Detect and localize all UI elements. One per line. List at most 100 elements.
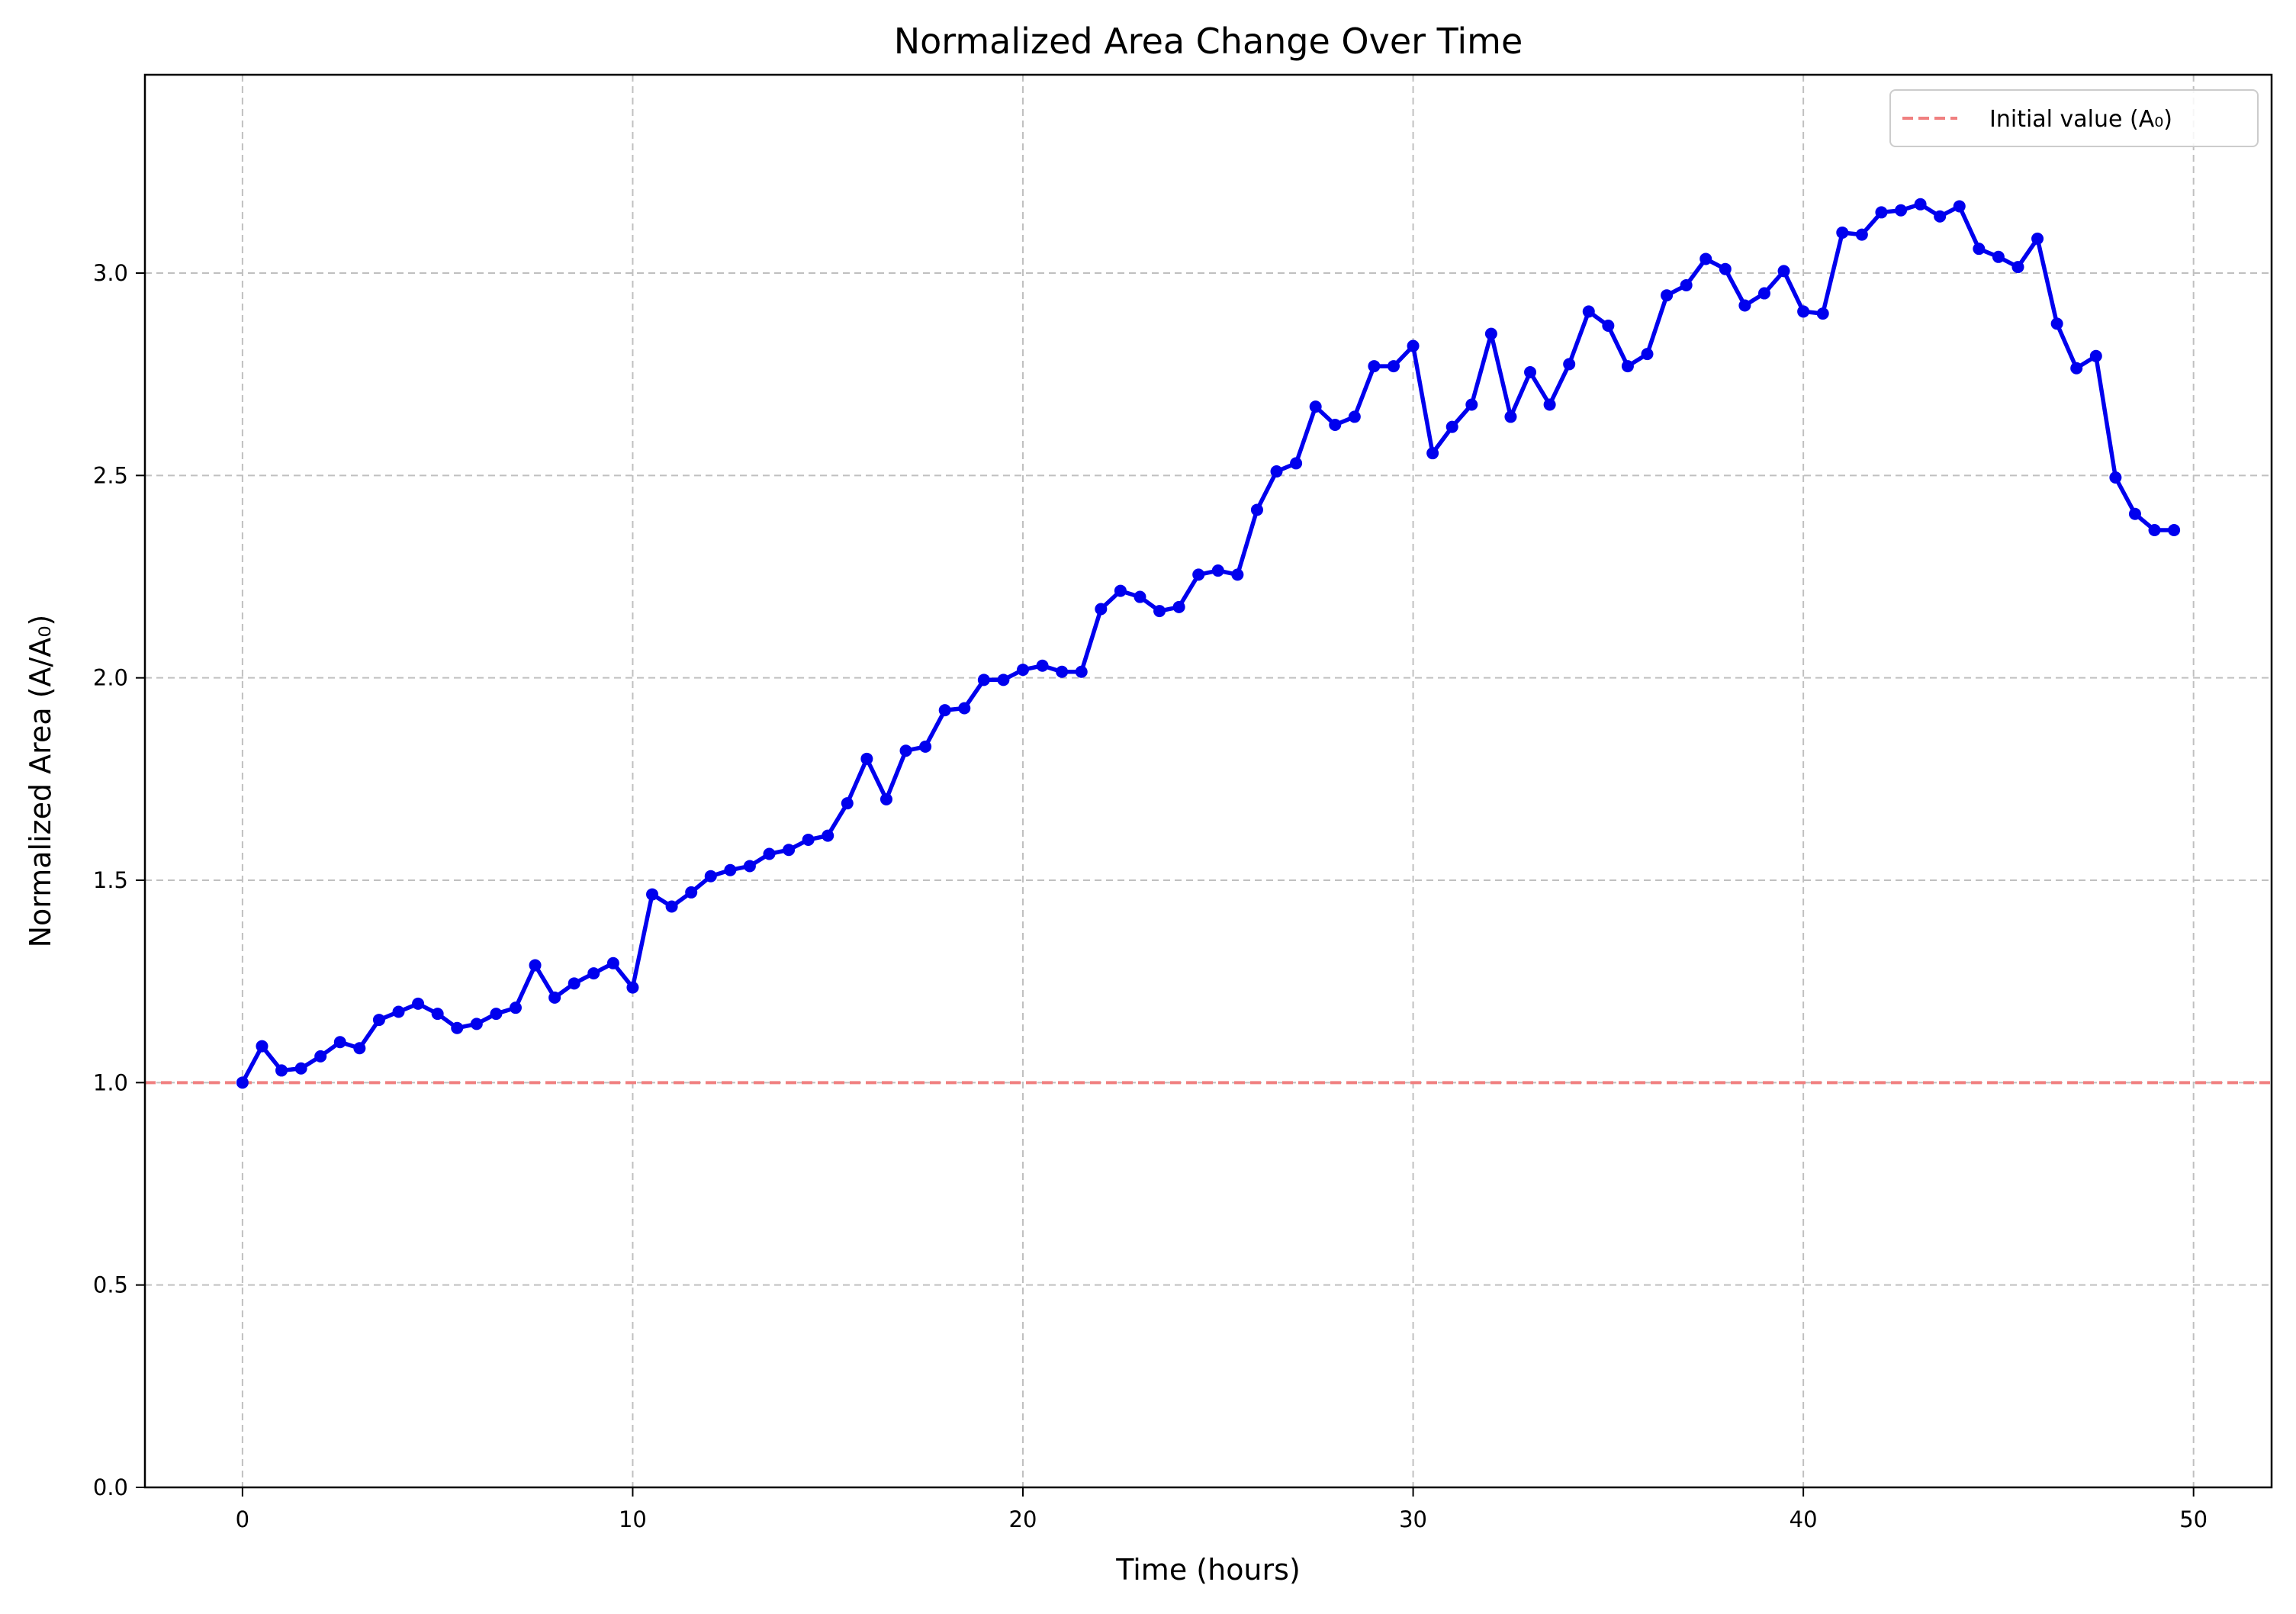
legend-box <box>1889 89 2259 147</box>
data-point <box>841 797 854 810</box>
data-point <box>1797 305 1810 318</box>
data-point <box>1368 360 1381 373</box>
data-point <box>1953 200 1966 213</box>
data-point <box>353 1042 366 1055</box>
data-point <box>860 752 873 765</box>
data-point <box>1329 419 1342 432</box>
data-point <box>490 1008 503 1021</box>
data-point <box>1056 665 1069 678</box>
y-tick-label: 0.0 <box>93 1474 128 1500</box>
data-point <box>294 1062 307 1075</box>
data-point <box>1290 457 1303 470</box>
data-point <box>372 1014 385 1027</box>
data-point <box>2128 507 2141 520</box>
data-point <box>333 1036 346 1049</box>
y-tick-label: 1.0 <box>93 1069 128 1095</box>
data-point <box>2070 362 2083 375</box>
x-tick-label: 30 <box>1399 1506 1427 1532</box>
data-point <box>879 793 892 805</box>
y-tick-label: 1.5 <box>93 867 128 893</box>
y-tick-label: 2.0 <box>93 665 128 691</box>
data-point <box>1563 358 1576 371</box>
data-point <box>1270 465 1283 478</box>
data-point <box>1445 420 1458 433</box>
data-point <box>1895 204 1908 217</box>
data-point <box>606 957 619 969</box>
data-point <box>1992 250 2005 263</box>
data-point <box>1699 252 1712 265</box>
data-point <box>314 1050 327 1063</box>
data-point <box>1641 348 1654 361</box>
series-layer <box>236 198 2181 1089</box>
data-point <box>1250 503 1263 516</box>
data-point <box>1973 243 1986 256</box>
data-point <box>1211 564 1224 577</box>
data-point <box>392 1005 405 1018</box>
legend-entry-label: Initial value (A₀) <box>1989 106 2172 133</box>
data-point <box>1426 447 1439 460</box>
data-point <box>763 847 776 860</box>
data-point <box>1757 287 1770 300</box>
data-point <box>1075 665 1088 678</box>
data-point <box>685 886 698 899</box>
plot-frame <box>143 73 2273 1489</box>
data-point <box>1836 226 1849 239</box>
data-point <box>1777 265 1790 278</box>
data-point <box>256 1040 269 1053</box>
data-point <box>1484 327 1497 340</box>
y-tick-label: 3.0 <box>93 260 128 286</box>
series-line <box>240 202 2175 1084</box>
data-point <box>938 704 951 717</box>
data-point <box>2011 261 2024 274</box>
x-tick-label: 0 <box>236 1506 249 1532</box>
x-tick-label: 40 <box>1790 1506 1818 1532</box>
data-point <box>451 1021 464 1034</box>
data-point <box>1582 305 1595 318</box>
data-point <box>1680 278 1693 291</box>
data-point <box>958 702 971 715</box>
data-point <box>1153 605 1166 618</box>
legend: Initial value (A₀) <box>1889 89 2259 147</box>
data-point <box>1875 206 1888 219</box>
data-point <box>1465 398 1478 411</box>
data-point <box>2109 471 2122 484</box>
data-point <box>724 863 737 876</box>
data-point <box>529 959 542 972</box>
data-point <box>977 674 990 686</box>
data-point <box>1738 299 1751 312</box>
data-point <box>587 967 600 980</box>
x-tick-label: 20 <box>1009 1506 1037 1532</box>
data-point <box>1543 398 1556 411</box>
data-point <box>431 1008 444 1021</box>
data-point <box>783 844 796 857</box>
data-point <box>2168 523 2181 536</box>
data-point <box>1114 584 1127 597</box>
data-point <box>1309 400 1322 413</box>
data-point <box>899 744 912 757</box>
data-point <box>2089 349 2102 362</box>
data-point <box>646 888 659 901</box>
data-point <box>1934 210 1947 223</box>
x-tick-label: 10 <box>619 1506 647 1532</box>
data-point <box>1387 360 1400 373</box>
x-axis-label: Time (hours) <box>1115 1553 1301 1587</box>
data-point <box>1017 664 1030 677</box>
data-point <box>509 1002 522 1014</box>
data-point <box>1095 603 1108 616</box>
chart-title: Normalized Area Change Over Time <box>894 21 1523 62</box>
tick-layer: 0 10 20 30 40 50 0.0 0.5 1.0 1.5 2.0 2.5 3.0 <box>93 260 2208 1532</box>
data-point <box>1134 590 1146 603</box>
data-point <box>1407 339 1420 352</box>
data-point <box>822 829 834 842</box>
data-point <box>1855 228 1868 241</box>
data-point <box>470 1018 483 1030</box>
data-point <box>1524 366 1537 379</box>
data-point <box>2050 317 2063 330</box>
data-point <box>1231 568 1244 581</box>
data-point <box>2031 232 2044 245</box>
data-point <box>1192 568 1205 581</box>
data-point <box>548 991 561 1004</box>
data-point <box>626 981 639 994</box>
